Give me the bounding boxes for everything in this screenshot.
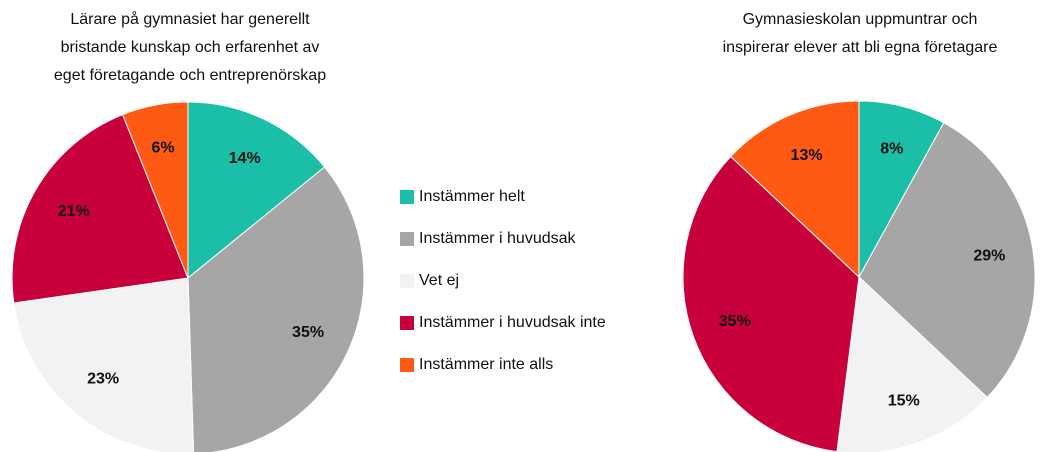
pie-slice xyxy=(187,101,326,280)
legend-swatch xyxy=(400,316,414,330)
data-label: 35% xyxy=(292,324,324,341)
legend-swatch xyxy=(400,358,414,372)
chart-title: Gymnasieskolan uppmuntrar och xyxy=(743,11,978,28)
data-label: 14% xyxy=(229,150,261,167)
data-label: 8% xyxy=(880,140,903,157)
data-label: 29% xyxy=(973,248,1005,265)
pie-slice xyxy=(121,101,189,279)
chart-title: bristande kunskap och erfarenhet av xyxy=(61,39,320,56)
pie-slice xyxy=(13,277,195,452)
pie-slice xyxy=(187,166,365,452)
pie-slice xyxy=(858,100,945,278)
pie-slice xyxy=(836,275,989,452)
legend-swatch xyxy=(400,274,414,288)
pie-slice xyxy=(729,100,860,279)
legend-swatch xyxy=(400,190,414,204)
legend-label: Instämmer i huvudsak inte xyxy=(419,314,606,331)
legend-swatch xyxy=(400,232,414,246)
legend-label: Instämmer i huvudsak xyxy=(419,230,577,247)
data-label: 35% xyxy=(719,313,751,330)
legend-label: Vet ej xyxy=(419,272,459,289)
data-label: 13% xyxy=(791,147,823,164)
data-label: 6% xyxy=(151,140,174,157)
data-label: 21% xyxy=(58,203,90,220)
chart-title: Lärare på gymnasiet har generellt xyxy=(70,10,310,28)
chart-title: eget företagande och entreprenörskap xyxy=(54,67,326,84)
chart-title: inspirerar elever att bli egna företagar… xyxy=(723,39,998,56)
legend-label: Instämmer helt xyxy=(419,188,525,205)
legend-label: Instämmer inte alls xyxy=(419,356,553,373)
data-label: 23% xyxy=(87,370,119,387)
pie-slice xyxy=(11,113,189,304)
pie-slice xyxy=(858,122,1036,399)
pie-slice xyxy=(682,155,860,452)
data-label: 15% xyxy=(888,392,920,409)
